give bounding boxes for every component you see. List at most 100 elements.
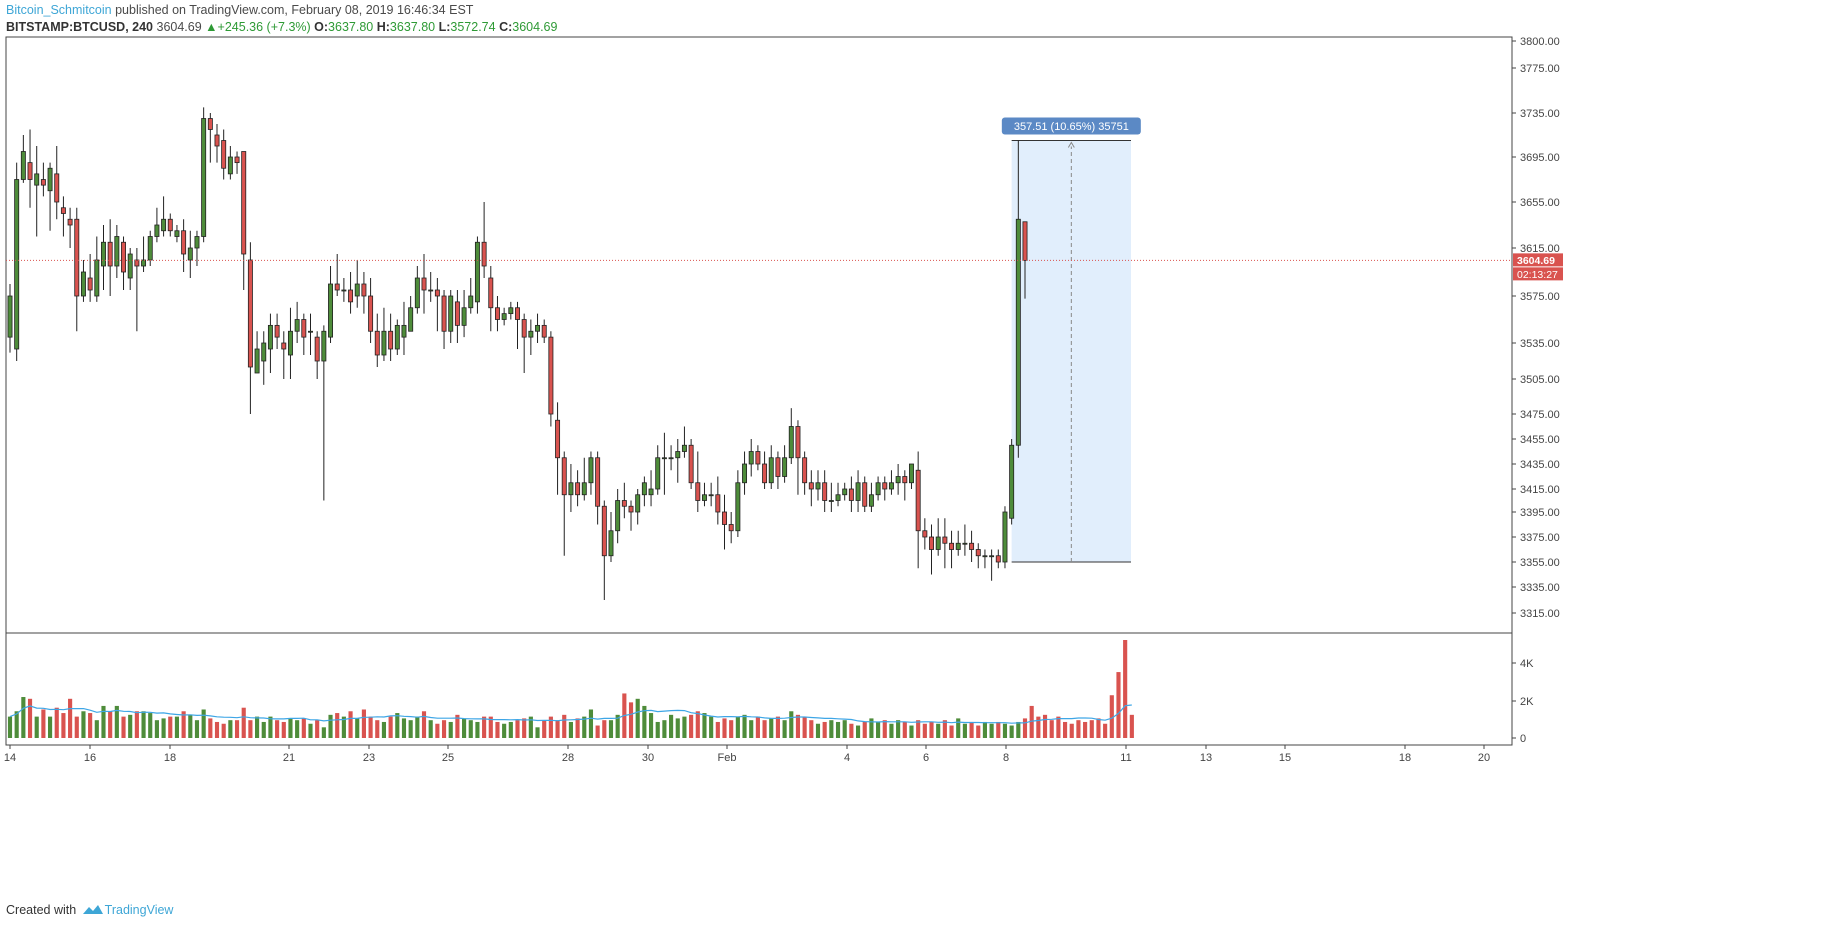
time-tick-label: 21 xyxy=(283,752,295,764)
candle xyxy=(448,290,454,343)
candle xyxy=(461,290,467,338)
footer: Created with TradingView xyxy=(6,903,173,917)
candle xyxy=(1002,506,1008,569)
candle xyxy=(328,266,333,343)
candle xyxy=(334,254,340,296)
candle-body xyxy=(481,241,487,267)
candle xyxy=(7,284,13,353)
candle-body xyxy=(434,289,440,297)
volume-bar xyxy=(428,720,433,738)
measure-label: 357.51 (10.65%) 35751 xyxy=(1014,121,1129,133)
volume-bar xyxy=(869,718,874,738)
candle-body xyxy=(368,295,374,332)
volume-bar xyxy=(21,697,26,738)
candle xyxy=(942,518,948,569)
volume-bar xyxy=(188,714,193,738)
candle xyxy=(261,331,267,385)
candle-body xyxy=(621,500,627,507)
candle-body xyxy=(187,247,193,261)
volume-bar xyxy=(468,720,473,738)
candle-body xyxy=(308,330,313,333)
candle-body xyxy=(875,482,881,496)
last-price-line: 3604.69 02:13:27 xyxy=(6,253,1563,281)
candle-body xyxy=(795,426,801,459)
volume-tick-label: 2K xyxy=(1520,696,1534,708)
volume-bar xyxy=(114,705,119,738)
candle xyxy=(87,254,93,302)
candle xyxy=(381,307,387,361)
volume-bar xyxy=(475,721,480,738)
volume-bar xyxy=(635,698,640,738)
volume-bar xyxy=(1042,714,1048,738)
volume-bar xyxy=(27,698,33,738)
candle xyxy=(768,445,774,489)
time-axis[interactable]: 14 16 18 21 23 25 28 30 Feb 4 6 8 11 13 15 18 20 xyxy=(4,745,1490,764)
volume-bar xyxy=(368,716,373,738)
volume-bar xyxy=(441,720,447,738)
candle-body xyxy=(661,457,667,460)
candle xyxy=(788,408,794,464)
candle xyxy=(201,107,207,243)
candle xyxy=(695,451,701,512)
candle xyxy=(34,146,40,237)
candle-body xyxy=(635,494,641,513)
volume-bar xyxy=(742,714,747,738)
candle xyxy=(868,482,874,512)
volume-bar xyxy=(1123,640,1128,738)
price-axis[interactable]: 3800.00 3775.00 3735.00 3695.00 3655.00 3615.… xyxy=(1512,36,1560,620)
candle-body xyxy=(568,482,574,496)
candle xyxy=(121,236,126,290)
candle-body xyxy=(147,236,153,261)
candle-body xyxy=(267,324,273,350)
volume-bar xyxy=(956,718,961,738)
volume-bar xyxy=(401,718,407,738)
candle-body xyxy=(361,283,367,297)
candle xyxy=(762,451,768,489)
symbol-label[interactable]: BITSTAMP:BTCUSD, 240 xyxy=(6,20,154,34)
candle-body xyxy=(508,307,514,315)
candle-body xyxy=(348,289,354,303)
candle xyxy=(107,219,113,296)
price-tick-label: 3395.00 xyxy=(1520,507,1560,519)
author-link[interactable]: Bitcoin_Schmitcoin xyxy=(6,3,112,17)
candle-body xyxy=(962,542,968,545)
candle xyxy=(621,482,627,519)
volume-bar xyxy=(1009,725,1014,738)
candle-body xyxy=(521,319,527,338)
last-price: 3604.69 xyxy=(156,20,202,34)
candle xyxy=(287,307,293,379)
candle xyxy=(815,470,821,501)
candle xyxy=(54,146,60,220)
candle xyxy=(247,242,253,414)
candle xyxy=(835,482,841,507)
candle xyxy=(47,162,53,231)
candle xyxy=(909,463,914,489)
volume-bar xyxy=(575,718,580,738)
volume-bar xyxy=(281,721,286,738)
volume-bar xyxy=(381,721,387,738)
volume-bar xyxy=(949,725,954,738)
time-tick-label: 14 xyxy=(4,752,16,764)
tradingview-link[interactable]: TradingView xyxy=(104,903,174,917)
candle xyxy=(127,248,133,290)
price-tick-label: 3735.00 xyxy=(1520,108,1560,120)
volume-bar xyxy=(882,720,887,738)
volume-bar xyxy=(241,707,246,738)
price-range-measure[interactable]: 357.51 (10.65%) 35751 xyxy=(1001,117,1141,563)
candle xyxy=(114,225,120,278)
candle-body xyxy=(555,419,561,459)
candle xyxy=(294,301,300,343)
candle-body xyxy=(828,500,834,502)
candle xyxy=(655,445,661,495)
candle xyxy=(802,451,808,495)
candle xyxy=(74,207,80,332)
candle-body xyxy=(87,277,93,291)
volume-bar xyxy=(675,718,680,738)
candle-body xyxy=(287,330,293,356)
candle-body xyxy=(354,283,360,297)
candle-body xyxy=(468,295,474,309)
volume-bar xyxy=(488,716,493,738)
volume-bar xyxy=(722,718,727,738)
candle-body xyxy=(134,259,140,267)
